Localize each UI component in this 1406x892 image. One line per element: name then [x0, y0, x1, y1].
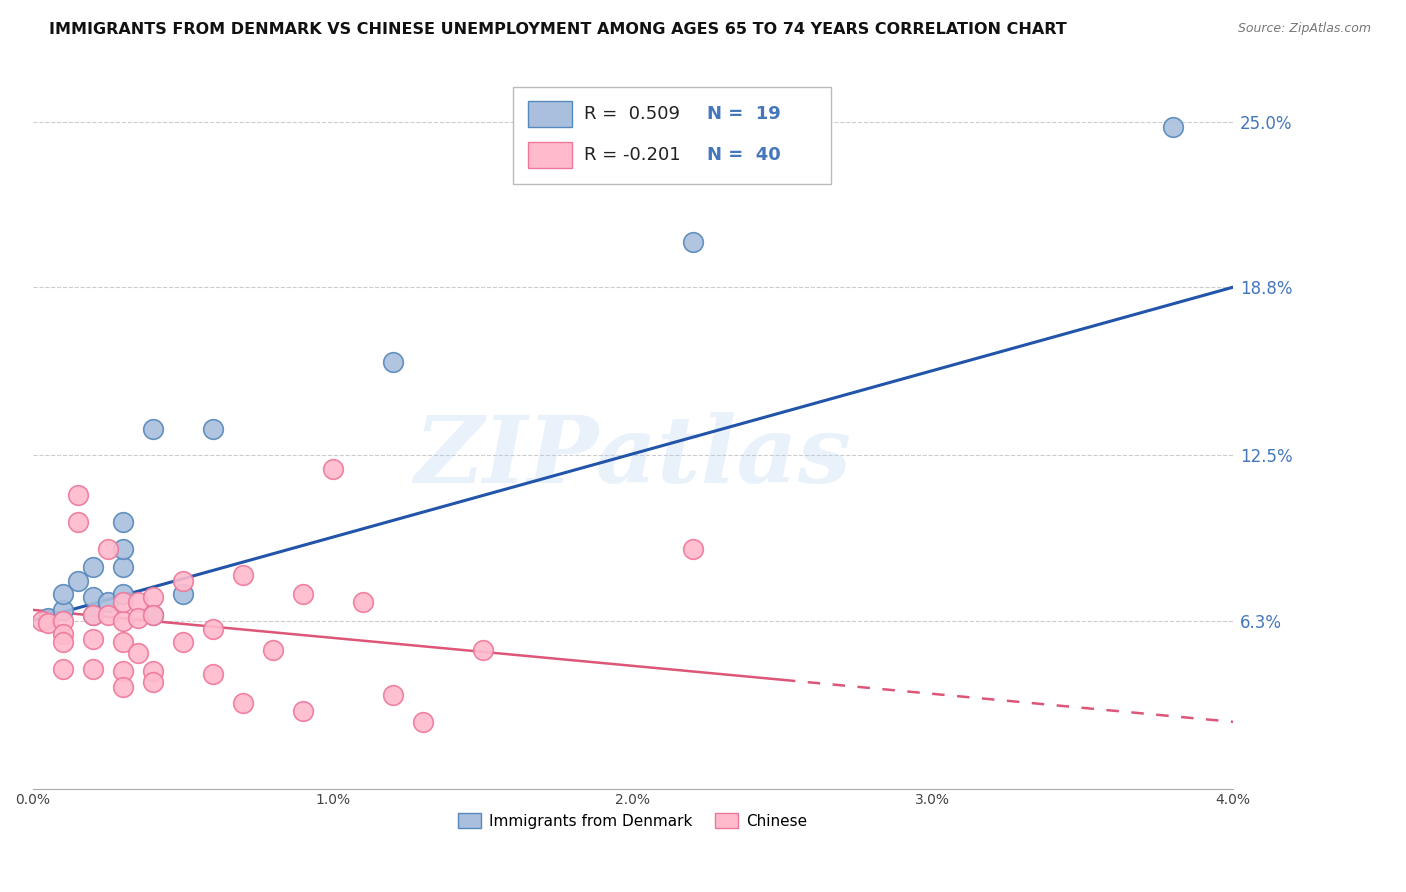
Point [111, 614, 134, 628]
Point [127, 611, 149, 625]
Point [232, 568, 254, 582]
Point [381, 355, 404, 369]
Point [291, 587, 314, 601]
Text: N =  19: N = 19 [707, 105, 780, 123]
Legend: Immigrants from Denmark, Chinese: Immigrants from Denmark, Chinese [453, 806, 813, 835]
Point [682, 541, 704, 556]
Text: N =  40: N = 40 [707, 146, 780, 164]
Point [1161, 120, 1184, 135]
Point [381, 688, 404, 702]
Point [142, 608, 165, 623]
Point [111, 680, 134, 694]
Point [82, 590, 104, 604]
FancyBboxPatch shape [513, 87, 831, 184]
Point [31, 614, 53, 628]
Point [471, 643, 494, 657]
Point [142, 608, 165, 623]
Point [37, 616, 59, 631]
Point [172, 574, 194, 588]
Point [111, 587, 134, 601]
Point [127, 595, 149, 609]
Point [142, 421, 165, 435]
Point [111, 664, 134, 678]
Point [201, 421, 224, 435]
Point [142, 664, 165, 678]
Point [82, 560, 104, 574]
Point [82, 661, 104, 675]
Point [96, 541, 118, 556]
Point [66, 515, 89, 529]
Point [66, 574, 89, 588]
Point [172, 635, 194, 649]
Point [51, 614, 73, 628]
Point [111, 541, 134, 556]
Point [127, 646, 149, 660]
Text: IMMIGRANTS FROM DENMARK VS CHINESE UNEMPLOYMENT AMONG AGES 65 TO 74 YEARS CORREL: IMMIGRANTS FROM DENMARK VS CHINESE UNEMP… [49, 22, 1067, 37]
Point [172, 587, 194, 601]
Point [232, 696, 254, 710]
Point [111, 515, 134, 529]
Point [111, 635, 134, 649]
Point [201, 622, 224, 636]
Point [37, 611, 59, 625]
Point [96, 608, 118, 623]
Point [66, 488, 89, 502]
Point [142, 674, 165, 689]
Point [682, 235, 704, 249]
Point [82, 608, 104, 623]
Point [51, 603, 73, 617]
Point [111, 560, 134, 574]
Point [82, 608, 104, 623]
Point [352, 595, 374, 609]
Point [201, 666, 224, 681]
Point [142, 590, 165, 604]
Point [82, 632, 104, 647]
Point [291, 704, 314, 718]
Point [51, 587, 73, 601]
Point [262, 643, 284, 657]
Text: R =  0.509: R = 0.509 [583, 105, 679, 123]
Point [322, 461, 344, 475]
Point [412, 714, 434, 729]
Text: Source: ZipAtlas.com: Source: ZipAtlas.com [1237, 22, 1371, 36]
Point [51, 627, 73, 641]
Text: R = -0.201: R = -0.201 [583, 146, 681, 164]
Point [111, 595, 134, 609]
Point [96, 595, 118, 609]
FancyBboxPatch shape [529, 101, 571, 127]
Text: ZIPatlas: ZIPatlas [415, 412, 851, 502]
FancyBboxPatch shape [529, 142, 571, 168]
Point [51, 661, 73, 675]
Point [51, 635, 73, 649]
